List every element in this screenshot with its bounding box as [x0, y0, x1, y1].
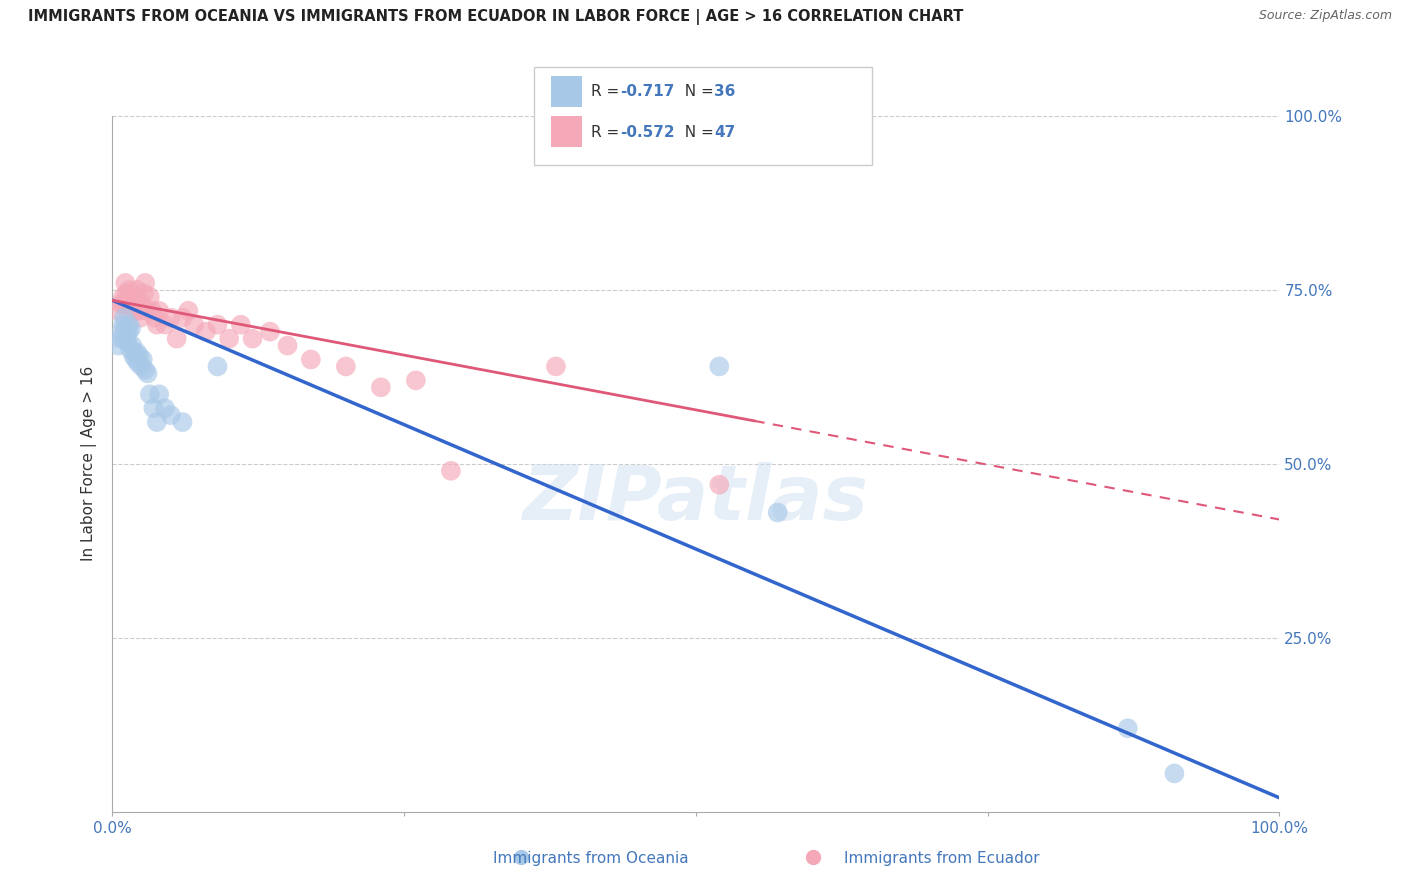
- Point: [128, 349, 150, 363]
- Text: Source: ZipAtlas.com: Source: ZipAtlas.com: [1258, 9, 1392, 22]
- Point: [148, 387, 170, 401]
- Point: [709, 477, 731, 491]
- Point: [370, 380, 392, 394]
- Point: [125, 303, 148, 318]
- Text: ZIPatlas: ZIPatlas: [523, 462, 869, 535]
- Point: [141, 303, 163, 318]
- Text: R =: R =: [591, 125, 624, 139]
- Point: [127, 356, 149, 370]
- Point: [242, 332, 264, 346]
- Point: [183, 318, 205, 332]
- Point: [544, 359, 567, 374]
- Point: [128, 303, 150, 318]
- Point: [136, 303, 159, 318]
- Y-axis label: In Labor Force | Age > 16: In Labor Force | Age > 16: [80, 367, 97, 561]
- Point: [122, 349, 145, 363]
- Point: [114, 276, 136, 290]
- Point: [143, 310, 166, 325]
- Point: [125, 352, 148, 367]
- Point: [115, 286, 138, 301]
- Point: [125, 345, 148, 359]
- Point: [118, 342, 141, 356]
- Point: [766, 506, 789, 520]
- Point: [172, 310, 194, 325]
- Point: [111, 290, 134, 304]
- Point: [207, 318, 229, 332]
- Point: [134, 276, 156, 290]
- Point: [160, 310, 183, 325]
- Point: [115, 328, 138, 343]
- Point: [160, 408, 183, 422]
- Point: [146, 415, 169, 429]
- Point: [117, 334, 139, 349]
- Point: [110, 332, 132, 346]
- Point: [136, 367, 159, 381]
- Text: -0.717: -0.717: [620, 85, 675, 99]
- Point: [405, 373, 427, 387]
- Point: [440, 464, 463, 478]
- Point: [153, 318, 176, 332]
- Text: N =: N =: [675, 85, 718, 99]
- Point: [132, 352, 155, 367]
- Point: [118, 325, 141, 339]
- Point: [112, 297, 135, 311]
- Text: Immigrants from Oceania: Immigrants from Oceania: [492, 851, 689, 865]
- Point: [118, 318, 141, 332]
- Point: [120, 321, 142, 335]
- Point: [1116, 721, 1139, 735]
- Point: [112, 310, 135, 325]
- Point: [134, 363, 156, 377]
- Point: [131, 359, 153, 374]
- Point: [1163, 766, 1185, 780]
- Text: IMMIGRANTS FROM OCEANIA VS IMMIGRANTS FROM ECUADOR IN LABOR FORCE | AGE > 16 COR: IMMIGRANTS FROM OCEANIA VS IMMIGRANTS FR…: [28, 9, 963, 25]
- Point: [207, 359, 229, 374]
- Text: 36: 36: [714, 85, 735, 99]
- Point: [139, 290, 162, 304]
- Point: [229, 318, 252, 332]
- Point: [139, 387, 162, 401]
- Point: [107, 303, 129, 318]
- Point: [118, 283, 141, 297]
- Point: [153, 401, 176, 416]
- Point: [117, 293, 139, 308]
- Point: [110, 297, 132, 311]
- Point: [129, 310, 152, 325]
- Text: Immigrants from Ecuador: Immigrants from Ecuador: [844, 851, 1040, 865]
- Point: [131, 297, 153, 311]
- Point: [801, 850, 824, 864]
- Point: [114, 321, 136, 335]
- Point: [172, 415, 194, 429]
- Point: [259, 325, 281, 339]
- Text: 47: 47: [714, 125, 735, 139]
- Point: [166, 332, 188, 346]
- Point: [276, 338, 298, 352]
- Point: [118, 290, 141, 304]
- Point: [107, 338, 129, 352]
- Point: [132, 286, 155, 301]
- Text: N =: N =: [675, 125, 718, 139]
- Point: [120, 297, 142, 311]
- Point: [125, 283, 148, 297]
- Point: [111, 318, 134, 332]
- Point: [148, 303, 170, 318]
- Point: [509, 850, 531, 864]
- Point: [142, 401, 165, 416]
- Point: [121, 338, 143, 352]
- Point: [111, 325, 134, 339]
- Point: [124, 293, 146, 308]
- Point: [121, 303, 143, 318]
- Point: [146, 318, 169, 332]
- Point: [124, 345, 146, 359]
- Point: [709, 359, 731, 374]
- Point: [299, 352, 322, 367]
- Point: [127, 297, 149, 311]
- Text: -0.572: -0.572: [620, 125, 675, 139]
- Point: [335, 359, 357, 374]
- Point: [112, 332, 135, 346]
- Text: R =: R =: [591, 85, 624, 99]
- Point: [194, 325, 217, 339]
- Point: [218, 332, 240, 346]
- Point: [122, 290, 145, 304]
- Point: [177, 303, 200, 318]
